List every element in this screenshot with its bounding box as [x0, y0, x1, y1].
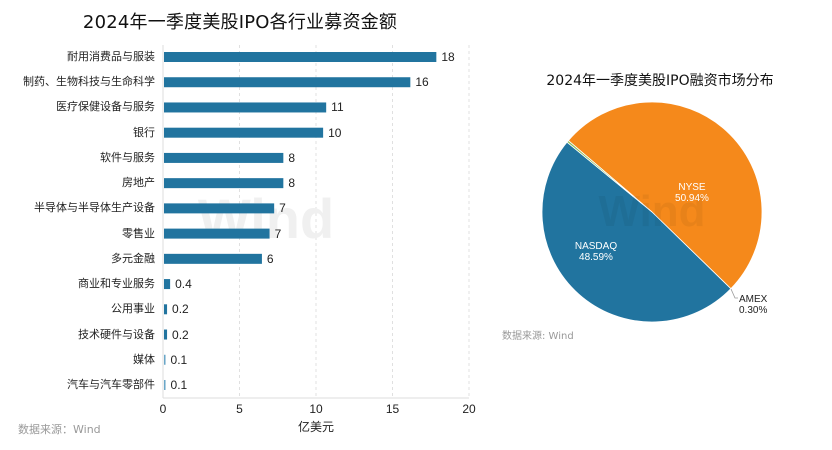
bar: [164, 354, 166, 365]
value-label: 18: [441, 50, 455, 64]
category-label: 公用事业: [111, 302, 155, 316]
amex-pct: 0.30%: [739, 305, 767, 316]
pie-slice-nyse: [567, 101, 763, 290]
category-label: 商业和专业服务: [78, 277, 155, 291]
pie-slice-nasdaq: [541, 141, 732, 323]
value-label: 0.1: [170, 377, 188, 392]
x-tick-label: 0: [159, 402, 167, 416]
value-label: 10: [328, 125, 342, 140]
bar: [164, 279, 171, 290]
category-label: 制药、生物科技与生命科学: [23, 75, 155, 89]
category-label: 耐用消费品与服装: [67, 50, 155, 63]
pie-chart-title: 2024年一季度美股IPO融资市场分布: [546, 73, 774, 89]
category-label: 半导体与半导体生产设备: [34, 201, 155, 215]
value-label: 11: [331, 100, 344, 115]
bar: [164, 228, 270, 239]
bar: [164, 379, 166, 390]
bars: [164, 52, 437, 390]
bar-chart-title: 2024年一季度美股IPO各行业募资金额: [82, 12, 398, 33]
nasdaq-pct: 48.59%: [579, 252, 613, 263]
nyse-label: NYSE: [678, 182, 706, 193]
amex-label: AMEX: [739, 294, 768, 305]
category-label: 多元金融: [111, 251, 155, 265]
x-tick-label: 5: [236, 402, 243, 416]
pie-slice-amex: [566, 139, 653, 213]
bar: [164, 152, 284, 163]
category-label: 技术硬件与设备: [78, 327, 155, 341]
watermark: Wind: [198, 187, 334, 250]
nasdaq-label: NASDAQ: [575, 241, 617, 252]
source-note-left: 数据来源：Wind: [18, 423, 101, 436]
x-axis-title: 亿美元: [297, 420, 334, 434]
value-labels: 18 16 11 10 8 8 7 7 6 0.4 0.2 0.2 0.1 0.1: [170, 50, 455, 392]
value-label: 0.4: [175, 277, 192, 292]
pie-chart: Wind NYSE 50.94% NASDAQ 48.59% AMEX 0.30…: [541, 101, 768, 323]
watermark: Wind: [598, 187, 705, 236]
bar: [164, 52, 437, 62]
value-label: 6: [266, 251, 274, 266]
category-label: 房地产: [122, 176, 155, 190]
value-label: 0.1: [170, 352, 188, 367]
bar: [164, 178, 284, 189]
x-tick-label: 15: [385, 402, 400, 416]
value-label: 8: [288, 150, 296, 165]
x-tick-label: 20: [462, 402, 476, 416]
category-label: 媒体: [133, 352, 155, 366]
x-tick-label: 10: [309, 402, 323, 416]
category-label: 银行: [133, 125, 155, 139]
bar: [164, 304, 168, 315]
nyse-pct: 50.94%: [675, 193, 709, 204]
bar: [164, 77, 411, 88]
bar: [164, 253, 262, 264]
value-label: 0.2: [172, 327, 189, 342]
x-axis-ticks: 0 5 10 15 20: [0, 402, 480, 418]
source-note-right: 数据来源: Wind: [502, 331, 574, 342]
gridlines: [239, 45, 470, 398]
pie-slices: [541, 101, 763, 323]
bar: [164, 127, 324, 138]
value-label: 8: [288, 176, 296, 191]
category-label: 零售业: [122, 226, 155, 240]
bar-chart-plot: Wind: [162, 45, 470, 399]
amex-leader-line: [730, 288, 738, 299]
bar: [164, 329, 168, 340]
category-label: 汽车与汽车零部件: [67, 377, 155, 391]
value-label: 7: [279, 201, 286, 216]
category-label: 软件与服务: [100, 150, 155, 164]
bar: [164, 203, 275, 214]
value-label: 16: [415, 75, 429, 90]
category-label: 医疗保健设备与服务: [56, 100, 155, 114]
value-label: 7: [274, 226, 282, 241]
category-labels: 耐用消费品与服装制药、生物科技与生命科学医疗保健设备与服务银行软件与服务房地产半…: [0, 0, 155, 450]
bar: [164, 102, 327, 113]
value-label: 0.2: [172, 302, 189, 317]
